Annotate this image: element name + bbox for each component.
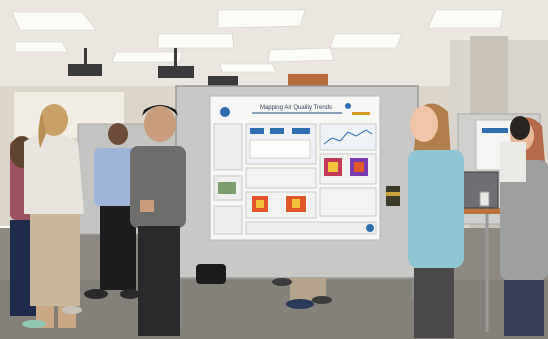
poster-diagram-box-3 [292, 128, 310, 134]
poster-heatmap-4-core [354, 162, 364, 172]
backpack [196, 264, 226, 284]
poster-diagram-box-1 [250, 128, 264, 134]
poster-line-series [323, 129, 373, 145]
coffee-cup-sleeve [386, 192, 400, 196]
projectors [68, 48, 238, 86]
person-man-gray-sweater [130, 105, 186, 336]
research-poster: Mapping Air Quality Trends [209, 95, 381, 241]
person-blonde-woman [22, 104, 84, 328]
ceiling-lights [11, 9, 504, 73]
poster-footer-logo [366, 224, 374, 232]
poster-heatmap-1-core [256, 200, 264, 208]
person-behind-right-board [500, 116, 530, 182]
person-woman-teal-shirt [386, 103, 464, 338]
poster-left-column-bottom [213, 205, 243, 235]
poster-diagram-body [249, 139, 311, 159]
poster-diagram-box-2 [270, 128, 284, 134]
hand [140, 200, 154, 212]
poster-heatmap-3-core [328, 162, 338, 172]
poster-map-thumbnail [218, 182, 236, 194]
poster-left-column-top [213, 123, 243, 171]
right-poster-header [482, 128, 508, 133]
poster-logo-badge [352, 112, 370, 115]
poster-authors-line [252, 112, 342, 114]
poster-logo-right [345, 103, 351, 109]
poster-middle-text [245, 167, 317, 189]
poster-title: Mapping Air Quality Trends [260, 105, 332, 111]
carpet-tone [0, 280, 548, 339]
poster-references [245, 221, 377, 235]
water-cup [479, 191, 490, 207]
poster-right-chart [319, 123, 377, 151]
person-behind-board [272, 278, 332, 309]
poster-logo-left [220, 107, 230, 117]
poster-heatmap-2-core [292, 199, 300, 208]
poster-conclusion [319, 187, 377, 217]
side-table [462, 208, 512, 214]
